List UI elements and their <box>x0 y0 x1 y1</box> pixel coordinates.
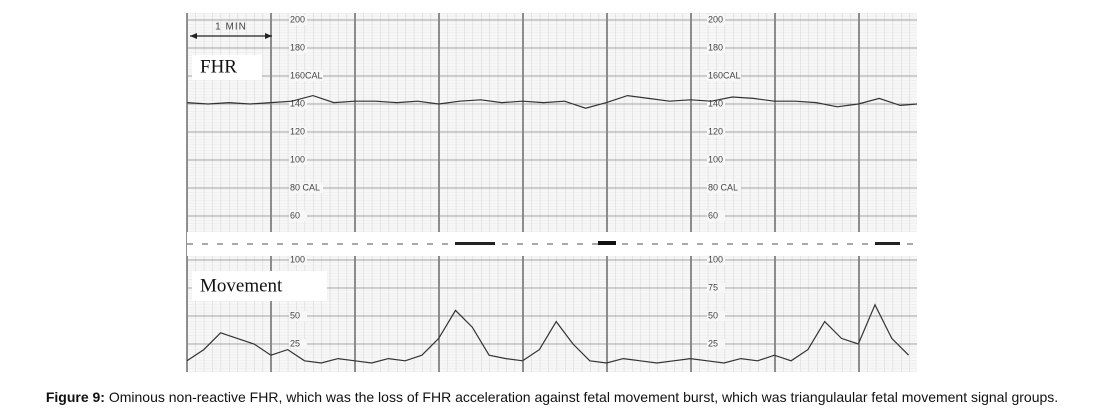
y-tick-label: 120 <box>708 126 723 136</box>
tick-bg <box>707 311 725 321</box>
caption-text: Ominous non-reactive FHR, which was the … <box>105 389 1058 405</box>
y-tick-label: 180 <box>708 42 723 52</box>
y-tick-label: 60 <box>708 210 718 220</box>
tick-bg <box>289 71 323 81</box>
tick-bg <box>289 155 307 165</box>
y-tick-label: 50 <box>708 310 718 320</box>
y-tick-label: 100 <box>290 254 305 264</box>
tick-bg <box>707 99 725 109</box>
tick-bg <box>707 283 725 293</box>
y-tick-label: 140 <box>708 98 723 108</box>
y-tick-label: 50 <box>290 310 300 320</box>
y-tick-label: 180 <box>290 42 305 52</box>
tick-bg <box>289 15 307 25</box>
y-tick-label: 200 <box>708 14 723 24</box>
y-tick-label: 25 <box>290 338 300 348</box>
caption-label: Figure 9: <box>46 389 105 405</box>
tick-bg <box>707 211 725 221</box>
tick-bg <box>707 183 741 193</box>
y-tick-label: 75 <box>708 282 718 292</box>
y-tick-label: 120 <box>290 126 305 136</box>
y-tick-label: 100 <box>708 154 723 164</box>
tick-bg <box>289 211 307 221</box>
tick-bg <box>289 183 323 193</box>
y-tick-label: 100 <box>290 154 305 164</box>
tick-bg <box>289 339 307 349</box>
y-tick-label: 100 <box>708 254 723 264</box>
tick-bg <box>707 15 725 25</box>
tick-bg <box>707 127 725 137</box>
tick-bg <box>707 339 725 349</box>
tick-bg <box>289 43 307 53</box>
y-tick-label: 160CAL <box>708 70 741 80</box>
tick-bg <box>289 99 307 109</box>
y-tick-label: 200 <box>290 14 305 24</box>
scale-bar: 1 MIN <box>190 22 272 39</box>
tick-bg <box>289 127 307 137</box>
trace <box>186 94 918 109</box>
event-strip <box>187 232 917 256</box>
tick-bg <box>707 43 725 53</box>
y-tick-label: 140 <box>290 98 305 108</box>
tick-bg <box>707 71 741 81</box>
tick-bg <box>289 255 307 265</box>
tick-bg <box>289 311 307 321</box>
y-tick-label: 60 <box>290 210 300 220</box>
y-tick-label: 80 CAL <box>290 182 320 192</box>
panel-label: FHR <box>200 56 237 77</box>
trace <box>186 303 910 364</box>
scale-label: 1 MIN <box>215 22 247 33</box>
tick-bg <box>707 255 725 265</box>
tick-bg <box>707 155 725 165</box>
label-box <box>192 271 327 301</box>
y-tick-label: 80 CAL <box>708 182 738 192</box>
label-box <box>192 55 262 80</box>
y-tick-label: 25 <box>708 338 718 348</box>
y-tick-label: 160CAL <box>290 70 323 80</box>
caption: Figure 9: Ominous non-reactive FHR, whic… <box>46 389 1058 405</box>
panel-label: Movement <box>200 275 283 296</box>
minute-lines <box>186 13 860 372</box>
